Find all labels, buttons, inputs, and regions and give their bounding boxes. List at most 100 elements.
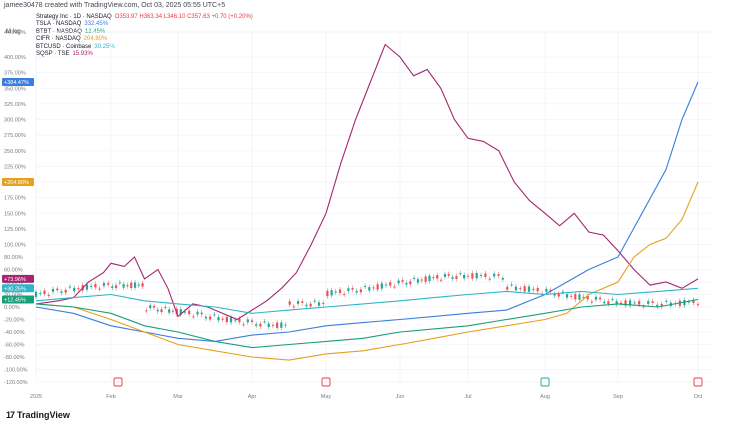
- y-tick-label-18: 0.00%: [4, 305, 20, 311]
- candle-body: [102, 283, 106, 286]
- candle-body: [475, 272, 478, 279]
- candle-body: [514, 286, 518, 291]
- candle-body: [660, 303, 663, 307]
- tradingview-logo-icon: 17: [6, 410, 15, 420]
- y-tick-label-20: -40.00%: [4, 330, 25, 336]
- candle-body: [447, 274, 450, 276]
- candle-body: [405, 282, 408, 285]
- candle-body: [51, 288, 55, 292]
- candle-body: [118, 282, 121, 284]
- candle-body: [188, 310, 191, 315]
- value-tag-text-4: +12.45%: [4, 298, 26, 304]
- candle-body: [479, 274, 483, 276]
- candle-body: [309, 303, 312, 307]
- legend-row-3[interactable]: CIFR · NASDAQ 204.80%: [36, 36, 108, 43]
- event-marker-0: [113, 377, 123, 387]
- candle-body: [43, 290, 46, 295]
- candle-body: [389, 282, 392, 286]
- legend-row-4[interactable]: BTCUSD · Coinbase 30.25%: [36, 43, 115, 50]
- candle-body: [471, 273, 474, 279]
- legend-row-5[interactable]: SQSP · TSE 15.93%: [36, 51, 93, 58]
- candle-body: [56, 288, 59, 291]
- series-line-cifr: [35, 181, 699, 361]
- candle-body: [334, 291, 337, 293]
- value-tag-4: [2, 295, 34, 304]
- candle-body: [615, 301, 618, 305]
- candle-body: [519, 288, 522, 290]
- y-tick-label-23: -100.00%: [4, 368, 28, 374]
- x-tick-label-5: Jun: [396, 394, 405, 400]
- candle-body: [276, 322, 279, 328]
- y-tick-label-6: 275.00%: [4, 133, 26, 139]
- event-marker-1: [321, 377, 331, 387]
- candle-body: [628, 300, 632, 306]
- y-tick-label-10: 175.00%: [4, 196, 26, 202]
- candle-body: [213, 314, 216, 316]
- candle-body: [107, 283, 110, 285]
- candle-body: [326, 290, 329, 297]
- candle-body: [73, 287, 76, 292]
- candle-body: [578, 294, 581, 300]
- candle-body: [347, 288, 350, 292]
- candle-body: [696, 304, 700, 306]
- candle-body: [242, 324, 245, 326]
- candle-body: [250, 320, 254, 322]
- candle-body: [122, 284, 125, 288]
- candle-body: [85, 284, 89, 290]
- candle-body: [338, 289, 342, 294]
- candle-body: [34, 291, 38, 297]
- candle-body: [133, 282, 137, 288]
- candle-body: [192, 316, 195, 318]
- candle-body: [301, 301, 304, 303]
- candle-body: [459, 273, 462, 275]
- candle-body: [692, 299, 695, 304]
- candle-body: [586, 295, 589, 300]
- y-tick-label-5: 300.00%: [4, 118, 26, 124]
- candle-body: [313, 300, 316, 302]
- y-tick-label-14: 80.00%: [4, 255, 23, 261]
- candle-body: [574, 293, 577, 300]
- candle-body: [288, 301, 291, 305]
- candle-body: [484, 273, 487, 277]
- candle-body: [455, 276, 458, 279]
- candle-body: [98, 288, 101, 290]
- candle-body: [47, 294, 50, 296]
- chart-header: jamee30478 created with TradingView.com,…: [4, 2, 226, 9]
- legend-row-0[interactable]: Strategy Inc · 1D · NASDAQ O353.97 H363.3…: [36, 14, 253, 20]
- candle-body: [317, 302, 321, 306]
- candle-body: [267, 323, 270, 328]
- value-tag-0: [2, 274, 34, 283]
- candle-body: [570, 295, 573, 297]
- candle-body: [196, 311, 199, 315]
- candle-body: [149, 305, 152, 309]
- candle-body: [145, 310, 148, 312]
- candle-body: [409, 281, 412, 285]
- candle-body: [439, 279, 443, 281]
- y-tick-label-0: 440.00%: [4, 30, 26, 36]
- y-tick-label-19: -20.00%: [4, 318, 25, 324]
- candle-body: [611, 298, 614, 300]
- value-tag-text-2: +204.80%: [4, 180, 29, 186]
- candle-body: [271, 324, 275, 326]
- candle-body: [384, 284, 388, 286]
- x-tick-label-6: Jul: [464, 394, 471, 400]
- candle-body: [488, 278, 491, 280]
- candle-body: [246, 319, 249, 323]
- legend-row-1[interactable]: TSLA · NASDAQ 332.45%: [36, 21, 109, 28]
- candle-body: [687, 301, 691, 303]
- y-tick-label-13: 100.00%: [4, 243, 26, 249]
- x-tick-label-7: Aug: [540, 394, 550, 400]
- candle-body: [94, 283, 97, 288]
- candle-body: [463, 274, 466, 279]
- candle-body: [126, 285, 129, 287]
- event-marker-2: [540, 377, 550, 387]
- candle-body: [565, 294, 569, 298]
- series-line-sqsp: [35, 43, 699, 321]
- scale-mode-label[interactable]: M log: [6, 29, 21, 35]
- candle-body: [209, 316, 212, 320]
- candle-body: [432, 277, 435, 279]
- candle-body: [424, 276, 427, 282]
- event-marker-3: [693, 377, 703, 387]
